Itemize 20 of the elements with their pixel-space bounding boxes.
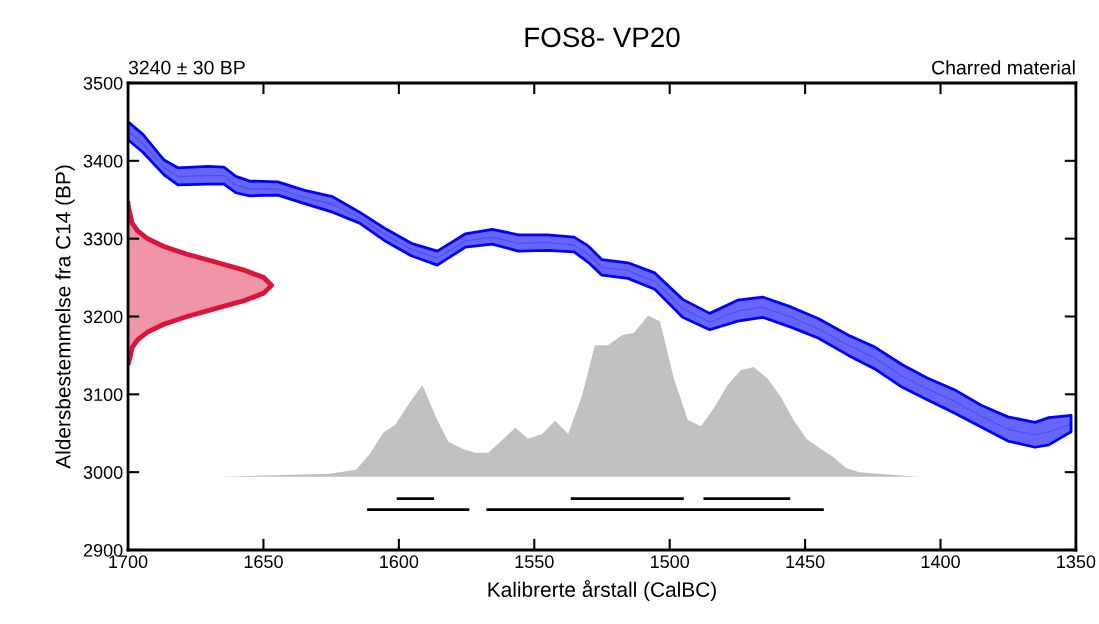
y-tick-label: 2900 — [83, 543, 123, 557]
x-tick-label: 1500 — [650, 555, 690, 569]
y-tick-label: 3000 — [83, 466, 123, 479]
chart-title: FOS8- VP20 — [525, 27, 680, 48]
y-axis-title: Aldersbestemmelse fra C14 (BP) — [55, 165, 75, 469]
x-axis-title: Kalibrerte årstall (CalBC) — [488, 580, 716, 602]
x-tick-label: 1450 — [786, 555, 825, 569]
text: Charred material — [932, 60, 1075, 75]
y-tick-label: 3300 — [83, 232, 123, 246]
x-tick-label: 1550 — [515, 555, 554, 569]
text: 3240 ± 30 BP — [128, 60, 245, 75]
y-tick-label: 3500 — [83, 76, 123, 90]
y-tick-label: 3100 — [83, 388, 123, 402]
y-tick-label: 3400 — [83, 154, 123, 168]
x-tick-label: 1400 — [921, 555, 960, 569]
x-tick-label: 1650 — [244, 555, 283, 569]
x-tick-label: 1600 — [380, 555, 419, 569]
x-tick-label: 1700 — [109, 555, 148, 569]
y-tick-label: 3200 — [83, 310, 123, 324]
x-tick-label: 1350 — [1057, 555, 1096, 569]
